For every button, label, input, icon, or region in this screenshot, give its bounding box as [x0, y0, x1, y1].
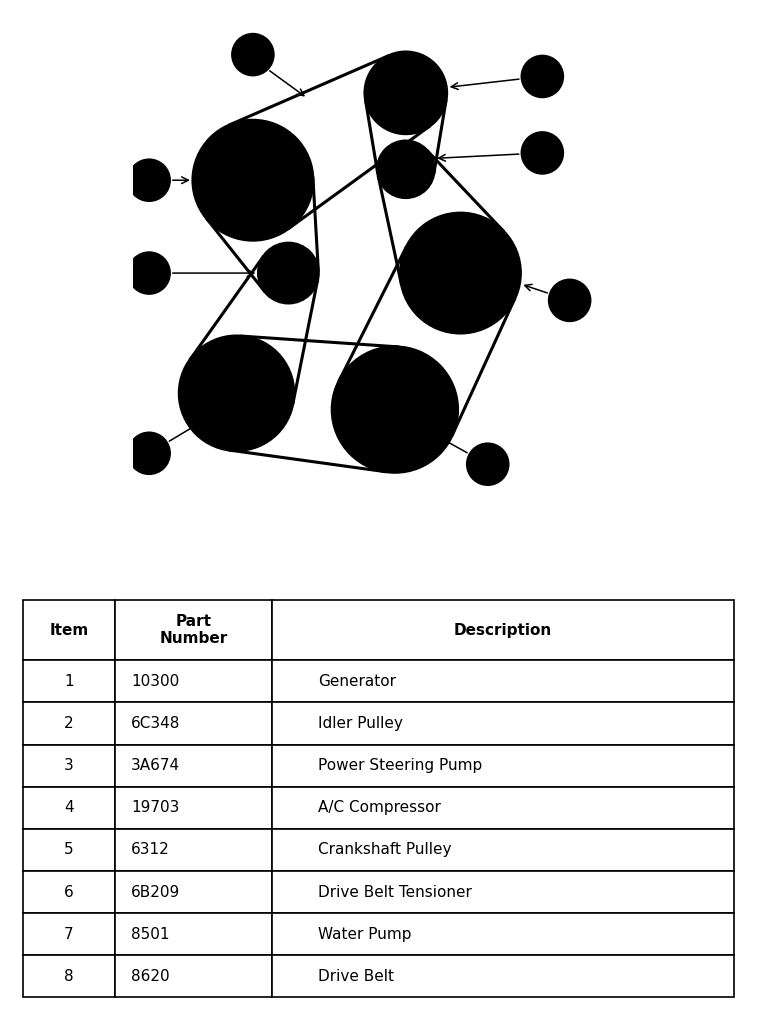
Circle shape [232, 34, 273, 76]
Circle shape [356, 371, 435, 449]
Text: 6: 6 [145, 266, 154, 280]
Circle shape [365, 52, 447, 134]
Text: 8: 8 [248, 48, 257, 61]
Circle shape [129, 160, 170, 201]
Circle shape [129, 252, 170, 294]
Circle shape [522, 55, 563, 97]
Circle shape [258, 243, 319, 303]
Circle shape [378, 141, 435, 198]
Circle shape [467, 443, 509, 485]
Text: 7: 7 [145, 174, 154, 186]
Text: 4: 4 [484, 458, 492, 471]
Circle shape [179, 336, 294, 451]
Circle shape [129, 432, 170, 474]
Circle shape [332, 347, 458, 472]
Circle shape [522, 132, 563, 174]
Text: 2: 2 [538, 146, 547, 160]
Text: 3: 3 [565, 294, 574, 307]
Text: 1: 1 [538, 70, 547, 83]
Circle shape [193, 120, 313, 241]
Text: 5: 5 [145, 446, 154, 460]
Circle shape [400, 213, 521, 333]
Circle shape [549, 280, 590, 322]
